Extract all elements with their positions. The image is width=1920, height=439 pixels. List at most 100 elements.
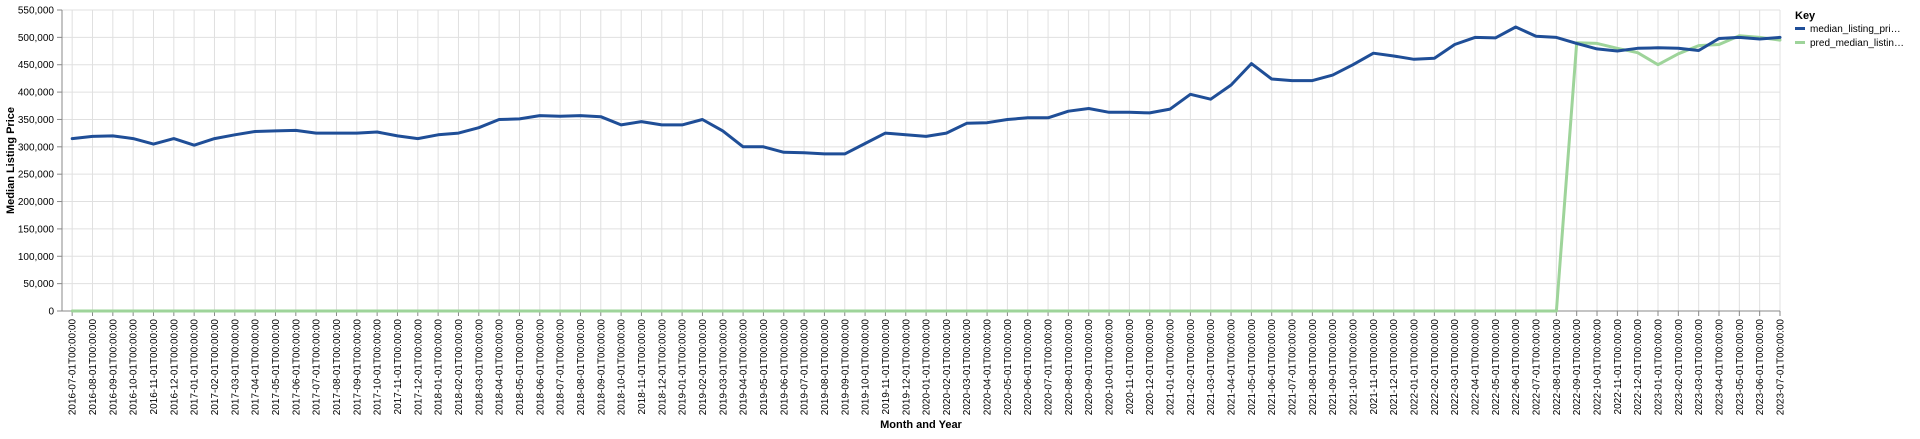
x-tick-label: 2023-06-01T00:00:00	[1755, 319, 1766, 416]
x-tick-label: 2023-03-01T00:00:00	[1694, 319, 1705, 416]
y-axis-title: Median Listing Price	[5, 107, 17, 214]
x-tick-label: 2020-09-01T00:00:00	[1084, 319, 1095, 416]
x-tick-label: 2021-07-01T00:00:00	[1288, 319, 1299, 416]
x-tick-label: 2018-01-01T00:00:00	[434, 319, 445, 416]
gridlines	[62, 9, 1781, 312]
y-tick-label: 150,000	[18, 224, 55, 235]
x-tick-label: 2019-08-01T00:00:00	[820, 319, 831, 416]
x-tick-label: 2019-06-01T00:00:00	[779, 319, 790, 416]
y-tick-label: 100,000	[18, 252, 55, 263]
y-tick-label: 50,000	[23, 279, 54, 290]
x-tick-label: 2021-04-01T00:00:00	[1227, 319, 1238, 416]
x-tick-label: 2021-12-01T00:00:00	[1389, 319, 1400, 416]
x-tick-label: 2021-09-01T00:00:00	[1328, 319, 1339, 416]
x-tick-label: 2016-07-01T00:00:00	[68, 319, 79, 416]
x-tick-label: 2017-08-01T00:00:00	[332, 319, 343, 416]
y-axis: 0 50,000 100,000 150,000 200,000 250,000 300,0…	[18, 6, 63, 318]
x-tick-label: 2020-04-01T00:00:00	[983, 319, 994, 416]
x-tick-label: 2020-03-01T00:00:00	[962, 319, 973, 416]
y-tick-label: 300,000	[18, 142, 55, 153]
x-tick-label: 2022-05-01T00:00:00	[1491, 319, 1502, 416]
x-axis: 2016-07-01T00:00:00 2016-08-01T00:00:00 20…	[62, 310, 1787, 416]
x-tick-label: 2023-05-01T00:00:00	[1735, 319, 1746, 416]
y-tick-label: 550,000	[18, 6, 55, 17]
x-tick-label: 2021-10-01T00:00:00	[1349, 319, 1360, 416]
x-tick-label: 2019-01-01T00:00:00	[678, 319, 689, 416]
x-tick-label: 2022-11-01T00:00:00	[1613, 319, 1624, 415]
x-tick-label: 2018-09-01T00:00:00	[596, 319, 607, 416]
x-tick-label: 2022-06-01T00:00:00	[1511, 319, 1522, 416]
x-tick-label: 2018-11-01T00:00:00	[637, 319, 648, 415]
x-tick-label: 2019-02-01T00:00:00	[698, 319, 709, 416]
x-tick-label: 2020-01-01T00:00:00	[922, 319, 933, 416]
x-tick-label: 2022-12-01T00:00:00	[1633, 319, 1644, 416]
x-tick-label: 2021-03-01T00:00:00	[1206, 319, 1217, 416]
x-tick-label: 2019-04-01T00:00:00	[739, 319, 750, 416]
y-tick-label: 250,000	[18, 170, 55, 181]
series-lines	[70, 25, 1782, 313]
x-tick-label: 2017-10-01T00:00:00	[373, 319, 384, 416]
x-tick-label: 2023-07-01T00:00:00	[1776, 319, 1787, 416]
x-tick-label: 2020-11-01T00:00:00	[1125, 319, 1136, 415]
x-tick-label: 2017-06-01T00:00:00	[291, 319, 302, 416]
x-axis-title: Month and Year	[880, 419, 962, 431]
x-tick-label: 2022-03-01T00:00:00	[1450, 319, 1461, 416]
x-tick-label: 2017-12-01T00:00:00	[413, 319, 424, 416]
x-tick-label: 2019-11-01T00:00:00	[881, 319, 892, 415]
y-tick-label: 350,000	[18, 115, 55, 126]
x-tick-label: 2019-05-01T00:00:00	[759, 319, 770, 416]
x-tick-label: 2016-10-01T00:00:00	[129, 319, 140, 416]
x-tick-label: 2017-07-01T00:00:00	[312, 319, 323, 416]
x-tick-label: 2019-07-01T00:00:00	[800, 319, 811, 416]
x-tick-label: 2016-09-01T00:00:00	[108, 319, 119, 416]
x-tick-label: 2020-07-01T00:00:00	[1044, 319, 1055, 416]
x-tick-label: 2021-08-01T00:00:00	[1308, 319, 1319, 416]
x-tick-label: 2020-02-01T00:00:00	[942, 319, 953, 416]
legend: Key median_listing_pri… pred_median_listi…	[1795, 10, 1904, 49]
legend-label: median_listing_pri…	[1810, 24, 1901, 35]
x-tick-label: 2020-05-01T00:00:00	[1003, 319, 1014, 416]
x-tick-label: 2022-04-01T00:00:00	[1471, 319, 1482, 416]
y-tick-label: 450,000	[18, 60, 55, 71]
x-tick-label: 2016-12-01T00:00:00	[169, 319, 180, 416]
x-tick-label: 2023-01-01T00:00:00	[1654, 319, 1665, 416]
y-tick-label: 200,000	[18, 197, 55, 208]
x-tick-label: 2018-08-01T00:00:00	[576, 319, 587, 416]
x-tick-label: 2016-08-01T00:00:00	[88, 319, 99, 416]
x-tick-label: 2017-04-01T00:00:00	[251, 319, 262, 416]
x-tick-label: 2020-06-01T00:00:00	[1023, 319, 1034, 416]
x-tick-label: 2020-08-01T00:00:00	[1064, 319, 1075, 416]
x-tick-label: 2022-09-01T00:00:00	[1572, 319, 1583, 416]
x-tick-label: 2021-11-01T00:00:00	[1369, 319, 1380, 415]
x-tick-label: 2018-07-01T00:00:00	[556, 319, 567, 416]
x-tick-label: 2022-08-01T00:00:00	[1552, 319, 1563, 416]
series-line-pred-median-listing-price	[70, 34, 1782, 313]
x-tick-label: 2016-11-01T00:00:00	[149, 319, 160, 415]
series-line-median-listing-price	[70, 25, 1782, 156]
x-tick-label: 2022-07-01T00:00:00	[1532, 319, 1543, 416]
x-tick-label: 2018-02-01T00:00:00	[454, 319, 465, 416]
x-tick-label: 2022-02-01T00:00:00	[1430, 319, 1441, 416]
x-tick-label: 2018-12-01T00:00:00	[657, 319, 668, 416]
x-tick-label: 2017-02-01T00:00:00	[210, 319, 221, 416]
y-tick-label: 0	[48, 307, 54, 318]
legend-title: Key	[1795, 10, 1816, 22]
x-tick-label: 2022-10-01T00:00:00	[1593, 319, 1604, 416]
y-tick-label: 500,000	[18, 33, 55, 44]
x-tick-label: 2019-03-01T00:00:00	[718, 319, 729, 416]
y-tick-label: 400,000	[18, 88, 55, 99]
x-tick-label: 2017-05-01T00:00:00	[271, 319, 282, 416]
x-tick-label: 2021-05-01T00:00:00	[1247, 319, 1258, 416]
x-tick-label: 2021-06-01T00:00:00	[1267, 319, 1278, 416]
x-tick-label: 2018-06-01T00:00:00	[535, 319, 546, 416]
legend-label: pred_median_listin…	[1810, 38, 1904, 49]
x-tick-label: 2023-04-01T00:00:00	[1715, 319, 1726, 416]
x-tick-label: 2019-09-01T00:00:00	[840, 319, 851, 416]
x-tick-label: 2017-09-01T00:00:00	[352, 319, 363, 416]
x-tick-label: 2022-01-01T00:00:00	[1410, 319, 1421, 416]
x-tick-label: 2023-02-01T00:00:00	[1674, 319, 1685, 416]
x-tick-label: 2019-12-01T00:00:00	[901, 319, 912, 416]
x-tick-label: 2018-05-01T00:00:00	[515, 319, 526, 416]
